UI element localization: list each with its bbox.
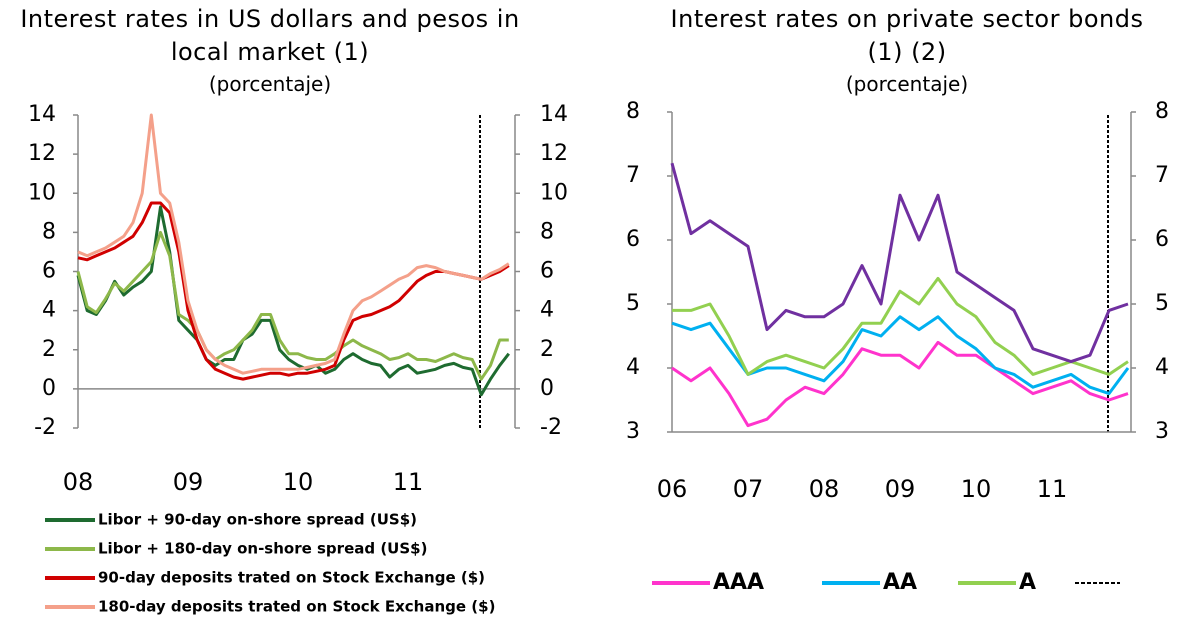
y2-tick-label: 12 bbox=[540, 141, 568, 166]
y2-tick-label: 14 bbox=[540, 102, 568, 127]
y-tick-label: 6 bbox=[42, 259, 56, 284]
y2-tick-label: 4 bbox=[540, 298, 554, 323]
y-tick-label: 0 bbox=[42, 376, 56, 401]
series-line bbox=[77, 201, 510, 381]
series-line bbox=[76, 205, 510, 397]
legend-label: Libor + 180-day on-shore spread (US$) bbox=[98, 540, 427, 558]
x-tick-label: 10 bbox=[283, 468, 314, 496]
y2-tick-label: 4 bbox=[1155, 355, 1169, 380]
x-tick-label: 06 bbox=[657, 475, 688, 503]
y2-tick-label: 8 bbox=[540, 219, 554, 244]
y2-tick-label: 6 bbox=[540, 259, 554, 284]
x-tick-label: 10 bbox=[961, 475, 992, 503]
y2-tick-label: 5 bbox=[1155, 291, 1169, 316]
y2-tick-label: 2 bbox=[540, 337, 554, 362]
y2-tick-label: 10 bbox=[540, 180, 568, 205]
x-tick-label: 09 bbox=[173, 468, 204, 496]
y-tick-label: 2 bbox=[42, 337, 56, 362]
chart-subtitle: (porcentaje) bbox=[208, 72, 332, 96]
x-tick-label: 08 bbox=[63, 468, 94, 496]
x-tick-label: 07 bbox=[733, 475, 764, 503]
y2-tick-label: 8 bbox=[1155, 99, 1169, 124]
y-tick-label: 4 bbox=[42, 298, 56, 323]
y-tick-label: 8 bbox=[42, 219, 56, 244]
legend-label: AA bbox=[883, 570, 917, 595]
y-tick-label: 5 bbox=[626, 291, 640, 316]
y-tick-label: 8 bbox=[626, 99, 640, 124]
legend-label: Libor + 90-day on-shore spread (US$) bbox=[98, 511, 417, 529]
series-line bbox=[76, 230, 509, 381]
y2-tick-label: -2 bbox=[540, 415, 562, 440]
legend-label: 180-day deposits trated on Stock Exchang… bbox=[98, 598, 495, 616]
y-tick-label: 6 bbox=[626, 227, 640, 252]
series-line bbox=[671, 340, 1129, 428]
chart-subtitle: (porcentaje) bbox=[845, 72, 969, 96]
series-line bbox=[670, 162, 1129, 364]
y-tick-label: 14 bbox=[28, 102, 56, 127]
y-tick-label: 10 bbox=[28, 180, 56, 205]
series-line bbox=[77, 113, 510, 375]
y-tick-label: -2 bbox=[34, 415, 56, 440]
legend-label: AAA bbox=[713, 570, 764, 595]
legend-label: A bbox=[1019, 570, 1036, 595]
y-tick-label: 7 bbox=[626, 163, 640, 188]
y2-tick-label: 3 bbox=[1155, 419, 1169, 444]
x-tick-label: 08 bbox=[809, 475, 840, 503]
x-tick-label: 11 bbox=[1037, 475, 1068, 503]
y2-tick-label: 0 bbox=[540, 376, 554, 401]
y-tick-label: 12 bbox=[28, 141, 56, 166]
series-line bbox=[672, 276, 1129, 376]
y2-tick-label: 7 bbox=[1155, 163, 1169, 188]
legend-label: 90-day deposits trated on Stock Exchange… bbox=[98, 569, 485, 587]
y2-tick-label: 6 bbox=[1155, 227, 1169, 252]
x-tick-label: 09 bbox=[885, 475, 916, 503]
y-tick-label: 3 bbox=[626, 419, 640, 444]
x-tick-label: 11 bbox=[393, 468, 424, 496]
chart-title: Interest rates in US dollars and pesos i… bbox=[20, 5, 520, 66]
y-tick-label: 4 bbox=[626, 355, 640, 380]
chart-title: Interest rates on private sector bonds (… bbox=[670, 5, 1144, 66]
